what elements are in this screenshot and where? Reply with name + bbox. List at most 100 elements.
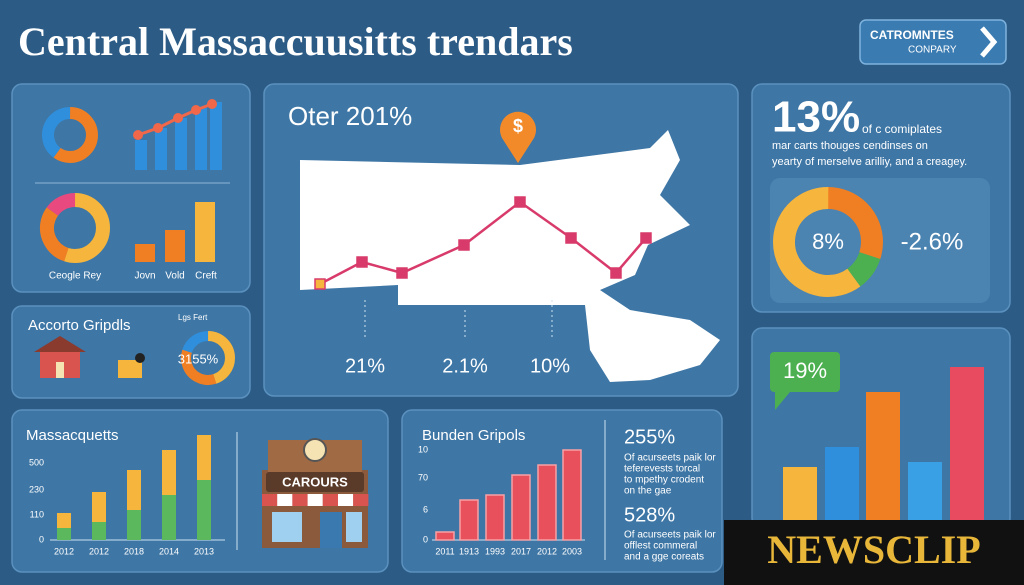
label: -2.6% — [901, 228, 964, 255]
pin-symbol: $ — [513, 116, 523, 136]
label: Vold — [165, 271, 184, 282]
bar — [195, 202, 215, 262]
bar — [57, 513, 71, 528]
awning — [338, 494, 354, 506]
y-tick-label: 230 — [29, 484, 44, 494]
store-sign: CAROURS — [282, 474, 348, 489]
bar — [210, 102, 222, 170]
label: yearty of merselve arilliy, and a creage… — [772, 156, 967, 168]
bar — [155, 128, 167, 170]
bar — [459, 499, 479, 541]
door — [320, 512, 342, 548]
donut-segment — [40, 193, 110, 263]
window — [272, 512, 302, 542]
bar — [197, 435, 211, 480]
awning — [292, 494, 308, 506]
dot — [173, 113, 183, 123]
window — [346, 512, 362, 542]
dot — [133, 130, 143, 140]
label: Oter 201% — [288, 101, 412, 131]
donut-segment — [40, 193, 110, 263]
label: Accorto Gripdls — [28, 317, 131, 334]
panel — [401, 409, 723, 573]
bar — [783, 467, 817, 527]
map-point — [565, 232, 577, 244]
label: Of acurseets paik lor — [624, 530, 716, 541]
label: Lgs Fert — [178, 313, 208, 322]
map-point — [458, 239, 470, 251]
map-point — [396, 267, 408, 279]
map-point — [640, 232, 652, 244]
awning — [307, 494, 323, 506]
y-tick-label: 6 — [423, 504, 428, 514]
bar — [825, 447, 859, 527]
bar — [92, 492, 106, 522]
label: 3155% — [178, 351, 219, 366]
bar — [92, 522, 106, 540]
y-tick-label: 0 — [39, 534, 44, 544]
x-tick-label: 2012 — [89, 546, 109, 556]
x-tick-label: 1913 — [459, 546, 479, 556]
dot — [191, 105, 201, 115]
donut-segment — [181, 331, 235, 385]
label: to mpethy crodent — [624, 475, 704, 486]
bar — [537, 464, 557, 541]
stat-value: 528% — [624, 504, 675, 526]
label: Massacquetts — [26, 427, 119, 444]
x-tick-label: 2014 — [159, 546, 179, 556]
donut-segment — [773, 187, 883, 297]
map-point — [356, 256, 368, 268]
label: Creft — [195, 271, 217, 282]
awning — [353, 494, 369, 506]
map-stat: 2.1% — [442, 355, 488, 377]
awning — [277, 494, 293, 506]
logo: NEWSCLIP — [767, 527, 980, 572]
x-tick-label: 2018 — [124, 546, 144, 556]
house-door — [56, 362, 64, 378]
roof — [34, 336, 86, 352]
bar — [511, 474, 531, 541]
page-title: Central Massaccuusitts trendars — [18, 19, 573, 64]
bar — [127, 470, 141, 510]
label: and a gge coreats — [624, 552, 704, 563]
bar — [197, 480, 211, 540]
panel — [11, 83, 251, 293]
bar — [135, 244, 155, 262]
clock — [303, 438, 327, 462]
y-tick-label: 70 — [418, 472, 428, 482]
bar — [162, 450, 176, 495]
x-tick-label: 2013 — [194, 546, 214, 556]
map-stat: 21% — [345, 355, 385, 377]
headline: 13% — [772, 93, 860, 142]
sign — [266, 472, 364, 492]
bar — [866, 392, 900, 527]
donut-segment — [180, 331, 235, 385]
label: of c comiplates — [862, 122, 942, 136]
awning — [322, 494, 338, 506]
label: Of acurseets paik lor — [624, 453, 716, 464]
logo-bg — [724, 520, 1024, 585]
map-stat: 10% — [530, 355, 570, 377]
y-tick-label: 110 — [30, 509, 44, 519]
bar — [127, 510, 141, 540]
label: 19% — [783, 358, 827, 383]
label: Jovn — [134, 271, 155, 282]
x-tick-label: 2011 — [435, 546, 454, 556]
bar — [57, 528, 71, 540]
bar — [435, 531, 455, 541]
person — [135, 353, 145, 363]
bar — [165, 230, 185, 262]
dot — [207, 99, 217, 109]
badge — [859, 19, 1007, 65]
map-point — [610, 267, 622, 279]
y-tick-label: 0 — [423, 534, 428, 544]
x-tick-label: 2012 — [54, 546, 74, 556]
map-line — [319, 200, 647, 286]
label: mar carts thouges cendinses on — [772, 140, 928, 152]
map-point — [314, 278, 326, 290]
donut-segment — [42, 107, 98, 163]
bar — [908, 462, 942, 527]
awning — [262, 494, 278, 506]
label: on the gae — [624, 486, 672, 497]
